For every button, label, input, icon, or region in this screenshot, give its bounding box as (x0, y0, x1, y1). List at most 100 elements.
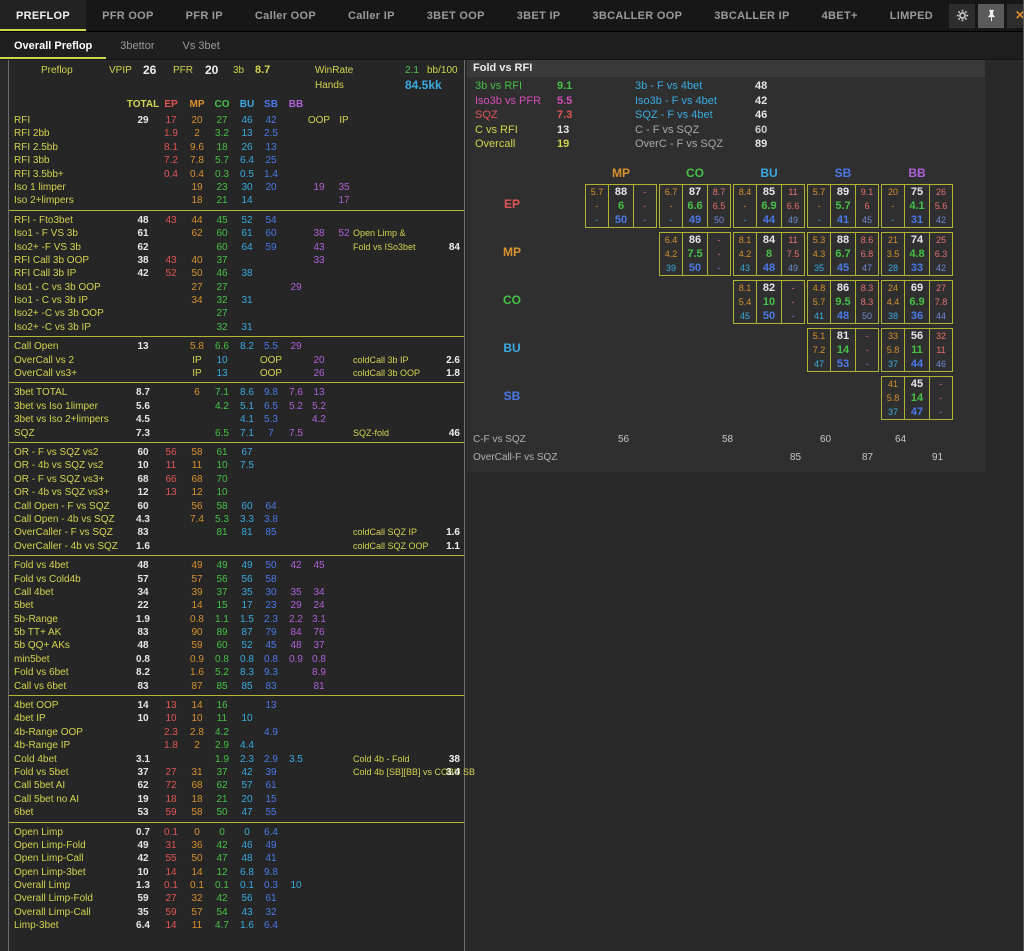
stat-value[interactable]: 14 (165, 866, 177, 878)
stat-value[interactable]: 4.1 (240, 414, 254, 426)
pfr-value[interactable]: 20 (205, 63, 219, 77)
stat-value[interactable]: 5.3 (215, 513, 229, 525)
stat-value[interactable]: 45 (216, 214, 228, 226)
stat-value[interactable]: 7.1 (240, 427, 254, 439)
stat-value[interactable]: 7.8 (190, 155, 204, 167)
stat-value[interactable]: 29 (290, 341, 302, 353)
stat-value[interactable]: 26 (313, 368, 325, 380)
stat-value[interactable]: 48 (137, 214, 149, 226)
stat-value[interactable]: 60 (137, 446, 149, 458)
stat-value[interactable]: 9.1 (557, 80, 573, 92)
stat-value[interactable]: 6.5 (264, 400, 278, 412)
stat-value[interactable]: 1.9 (136, 613, 150, 625)
stat-value[interactable]: 13 (265, 700, 277, 712)
stat-value[interactable]: 91 (932, 452, 944, 463)
stat-value[interactable]: 47 (241, 807, 253, 819)
stat-value[interactable]: 36 (191, 839, 203, 851)
stat-value[interactable]: 27 (216, 281, 228, 293)
stat-value[interactable]: 87 (241, 627, 253, 639)
stat-value[interactable]: 10 (216, 460, 228, 472)
stat-value[interactable]: 49 (241, 560, 253, 572)
stat-value[interactable]: 61 (216, 446, 228, 458)
stat-value[interactable]: 8.2 (240, 341, 254, 353)
stat-value[interactable]: 61 (265, 893, 277, 905)
stat-value[interactable]: 0.8 (264, 653, 278, 665)
stat-value[interactable]: 49 (191, 560, 203, 572)
stat-value[interactable]: 43 (241, 906, 253, 918)
stat-value[interactable]: 29 (290, 281, 302, 293)
stat-value[interactable]: 13 (241, 128, 253, 140)
matrix-cell-mp-sb[interactable]: 5.3 88 8.6 4.3 6.7 6.8 35 45 47 (807, 232, 879, 276)
winrate-value[interactable]: 2.1 (405, 65, 419, 76)
stat-value[interactable]: 37 (216, 766, 228, 778)
stat-value[interactable]: 27 (165, 766, 177, 778)
stat-value[interactable]: 4.9 (264, 726, 278, 738)
stat-value[interactable]: 83 (265, 680, 277, 692)
stat-value[interactable]: 8.7 (136, 387, 150, 399)
stat-value[interactable]: 31 (241, 321, 253, 333)
stat-value[interactable]: 21 (216, 793, 228, 805)
stat-value[interactable]: 13 (165, 700, 177, 712)
matrix-cell-co-bb[interactable]: 24 69 27 4.4 6.9 7.8 38 36 44 (881, 280, 953, 324)
stat-value[interactable]: 0.7 (136, 826, 150, 838)
stat-value[interactable]: 3.5 (289, 753, 303, 765)
stat-value[interactable]: 5.6 (136, 400, 150, 412)
stat-value[interactable]: 13 (165, 487, 177, 499)
stat-value[interactable]: 56 (241, 573, 253, 585)
stat-value[interactable]: 5.5 (557, 94, 573, 107)
stat-value[interactable]: 14 (241, 195, 253, 207)
stat-value[interactable]: 5.2 (215, 667, 229, 679)
stat-value[interactable]: 35 (241, 586, 253, 598)
stat-value[interactable]: OOP (259, 368, 283, 380)
stat-value[interactable]: 0.8 (312, 653, 326, 665)
stat-value[interactable]: 35 (290, 586, 302, 598)
stat-value[interactable]: 60 (241, 500, 253, 512)
stat-value[interactable]: 32 (191, 893, 203, 905)
stat-value[interactable]: 60 (137, 500, 149, 512)
stat-value[interactable]: 8.9 (312, 667, 326, 679)
stat-value[interactable]: 68 (191, 780, 203, 792)
stat-value[interactable]: 52 (241, 214, 253, 226)
stat-value[interactable]: 1.6 (190, 667, 204, 679)
stat-value[interactable]: 7.3 (557, 109, 573, 121)
stat-value[interactable]: 50 (191, 268, 203, 280)
matrix-cell-mp-bu[interactable]: 8.1 84 11 4.2 8 7.5 43 48 49 (733, 232, 805, 276)
stat-value[interactable]: 5.2 (289, 400, 303, 412)
hands-value[interactable]: 84.5kk (405, 78, 442, 92)
stat-value[interactable]: 4.4 (240, 740, 254, 752)
stat-value[interactable]: 3.1 (136, 753, 150, 765)
tab-3bcaller-oop[interactable]: 3BCALLER OOP (592, 9, 683, 22)
stat-value[interactable]: 85 (265, 527, 277, 539)
stat-value[interactable]: 81 (313, 680, 325, 692)
stat-value[interactable]: 27 (191, 281, 203, 293)
stat-value[interactable]: 64 (241, 241, 253, 253)
stat-value[interactable]: 34 (191, 295, 203, 307)
stat-value[interactable]: 1.6 (136, 540, 150, 552)
stat-value[interactable]: 9.6 (190, 141, 204, 153)
stat-value[interactable]: 2.9 (215, 740, 229, 752)
tab-preflop[interactable]: PREFLOP (0, 0, 87, 31)
pin-button[interactable] (978, 3, 1005, 28)
stat-value[interactable]: 43 (313, 241, 325, 253)
stat-value[interactable]: IP (192, 368, 202, 380)
stat-value[interactable]: 61 (265, 780, 277, 792)
stat-value[interactable]: 55 (165, 853, 177, 865)
note-value[interactable]: 46 (448, 427, 460, 439)
stat-value[interactable]: OOP (307, 115, 331, 126)
stat-value[interactable]: 2.8 (190, 726, 204, 738)
stat-value[interactable]: 61 (137, 228, 149, 240)
stat-value[interactable]: 48 (755, 80, 768, 92)
stat-value[interactable]: 1.4 (264, 168, 278, 180)
stat-value[interactable]: 14 (191, 866, 203, 878)
stat-value[interactable]: 32 (216, 321, 228, 333)
stat-value[interactable]: 10 (137, 866, 149, 878)
stat-value[interactable]: 64 (265, 500, 277, 512)
stat-value[interactable]: 64 (895, 434, 907, 445)
stat-value[interactable]: 62 (191, 228, 203, 240)
stat-value[interactable]: 11 (191, 460, 203, 472)
stat-value[interactable]: 43 (165, 254, 177, 266)
stat-value[interactable]: 4.5 (136, 414, 150, 426)
stat-value[interactable]: 57 (191, 573, 203, 585)
stat-value[interactable]: 6.4 (240, 155, 254, 167)
stat-value[interactable]: 76 (313, 627, 325, 639)
